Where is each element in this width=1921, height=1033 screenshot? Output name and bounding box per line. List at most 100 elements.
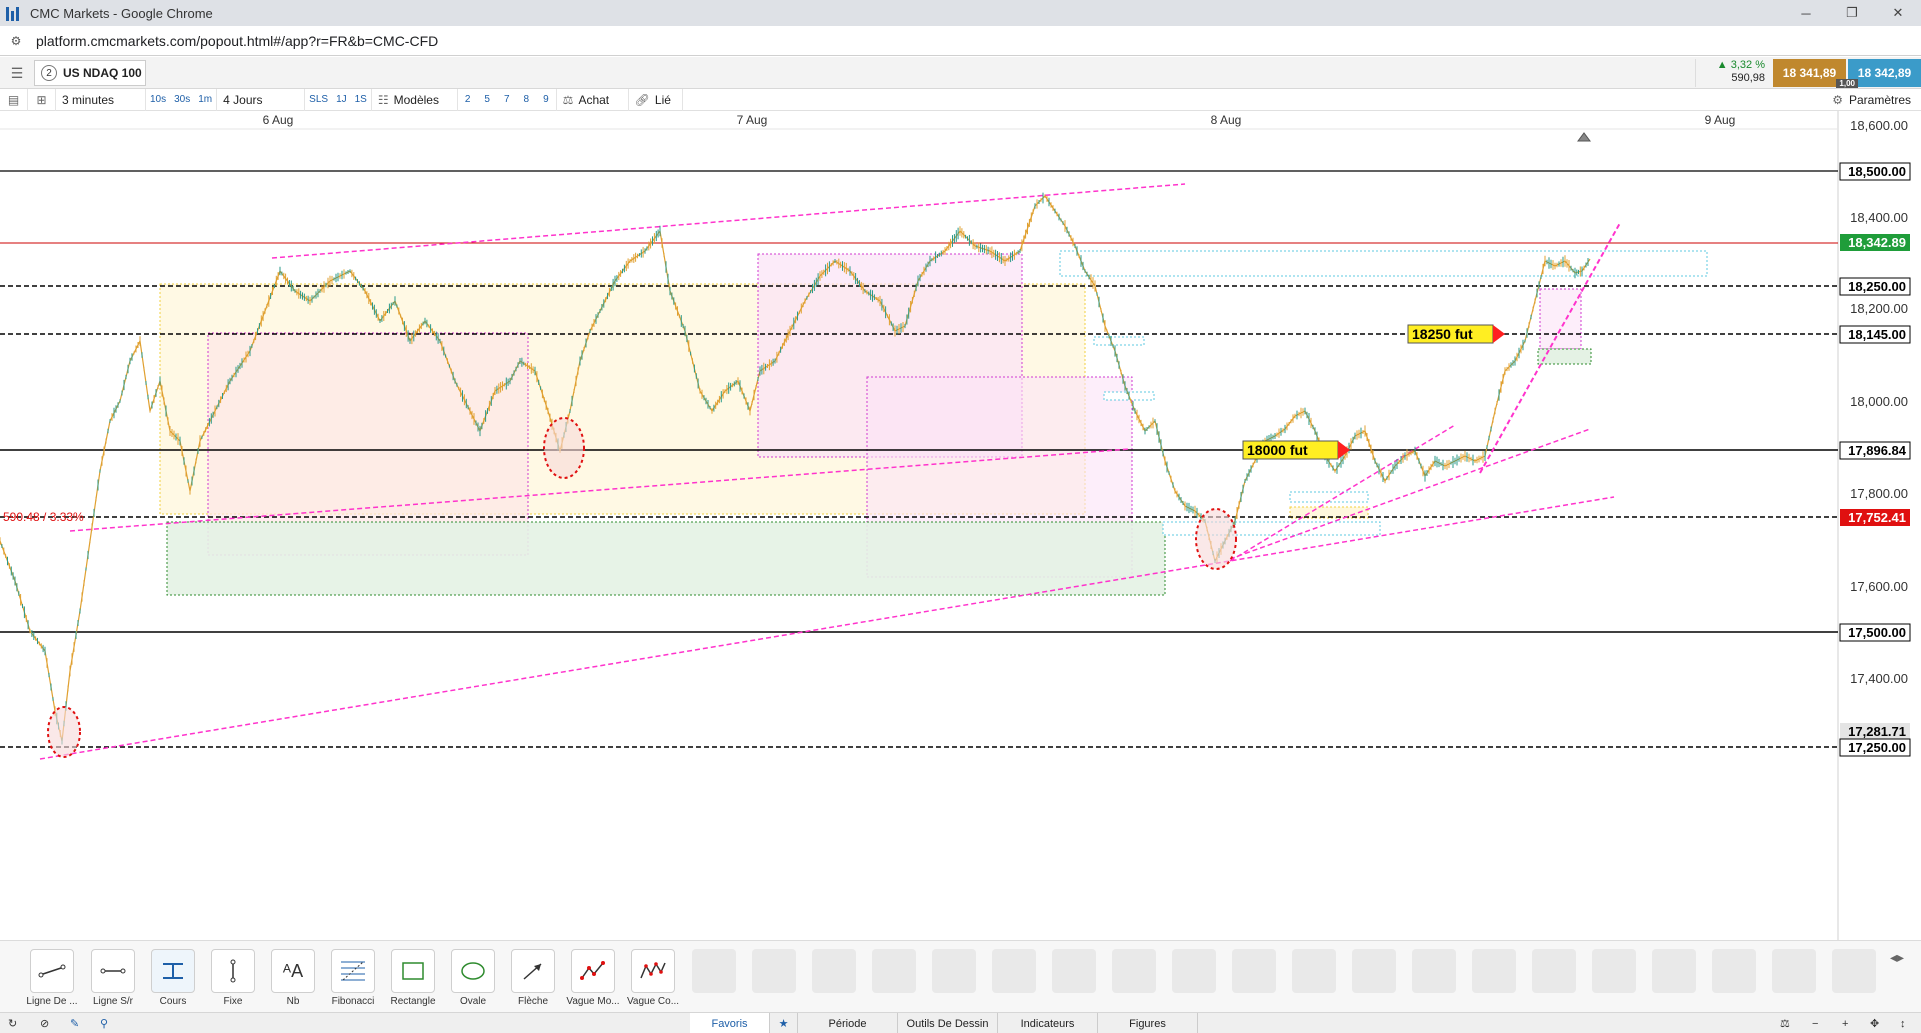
template-2[interactable]: 2 [464,94,471,105]
trendline-3[interactable] [39,496,1615,760]
empty-tool-slot[interactable] [1112,949,1156,993]
period-1s[interactable]: 1S [351,88,372,111]
zone-yellow-small[interactable] [1289,506,1369,519]
interval-select[interactable]: 3 minutes [56,88,146,111]
trendline-5[interactable] [1229,424,1456,562]
empty-tool-slot[interactable] [1352,949,1396,993]
tool-fixed[interactable]: Fixe [205,949,261,1011]
empty-tool-slot[interactable] [1652,949,1696,993]
zone-green-support[interactable] [166,521,1166,596]
tool-price[interactable]: Cours [145,949,201,1011]
sell-button[interactable]: 18 341,89 1,00 [1773,59,1858,88]
instrument-tab[interactable]: 2 US NDAQ 100 [34,60,146,86]
empty-tool-slot[interactable] [1832,949,1876,993]
tab-favorites[interactable]: Favoris [690,1013,770,1033]
tab-drawing-tools[interactable]: Outils De Dessin [898,1013,998,1033]
tool-scroll-icon[interactable]: ◂▸ [1890,949,1905,965]
empty-tool-slot[interactable] [992,949,1036,993]
scroll-marker-icon[interactable] [1577,132,1591,142]
empty-tool-slot[interactable] [1472,949,1516,993]
period-1j[interactable]: 1J [336,94,347,105]
template-8[interactable]: 8 [523,94,530,105]
layout-icon[interactable]: ⊞ [28,88,56,111]
empty-tool-slot[interactable] [692,949,736,993]
tab-period[interactable]: Période [798,1013,898,1033]
templates-button[interactable]: ☷ Modèles [372,88,458,111]
vertical-scale-icon[interactable]: ↕ [1900,1017,1906,1030]
tool-rectangle[interactable]: Rectangle [385,949,441,1011]
interval-10s[interactable]: 10s [150,94,167,105]
tool-sr-line[interactable]: Ligne S/r [85,949,141,1011]
empty-tool-slot[interactable] [1532,949,1576,993]
url-text[interactable]: platform.cmcmarkets.com/popout.html#/app… [36,32,439,49]
empty-tool-slot[interactable] [752,949,796,993]
fit-icon[interactable]: ✥ [1870,1018,1880,1030]
scales-icon[interactable]: ⚖ [1780,1018,1790,1030]
menu-icon[interactable]: ☰ [10,64,24,81]
link-button[interactable]: 🔗︎ Lié [629,88,683,111]
magnet-icon[interactable]: ⚲ [100,1018,109,1030]
empty-tool-slot[interactable] [1412,949,1456,993]
empty-tool-slot[interactable] [872,949,916,993]
list-icon[interactable]: ▤ [0,88,28,111]
settings-button[interactable]: ⚙ Paramètres [1832,89,1911,111]
disable-icon[interactable]: ⊘ [40,1018,50,1030]
empty-tool-slot[interactable] [1292,949,1336,993]
zone-cyan-small-4[interactable] [1289,491,1369,503]
empty-tool-slot[interactable] [812,949,856,993]
price-series[interactable] [0,192,1591,745]
trendline-2[interactable] [271,183,1186,259]
highlight-ellipse-2[interactable] [543,417,585,479]
tab-figures[interactable]: Figures [1098,1013,1198,1033]
refresh-icon[interactable]: ↻ [8,1018,18,1030]
tool-corrective-wave[interactable]: Vague Co... [625,949,681,1011]
tool-fibonacci[interactable]: Fibonacci [325,949,381,1011]
level-label-17752: 17,752.41 [1848,510,1906,525]
minimize-icon[interactable]: ─ [1801,5,1811,21]
empty-tool-slot[interactable] [1712,949,1756,993]
empty-tool-slot[interactable] [1592,949,1636,993]
zone-pink-left[interactable] [207,332,529,556]
empty-tool-slot[interactable] [1052,949,1096,993]
zoom-out-icon[interactable]: − [1812,1017,1819,1030]
highlight-ellipse-1[interactable] [47,706,81,758]
tool-oval[interactable]: Ovale [445,949,501,1011]
zone-green-right[interactable] [1537,348,1592,365]
zoom-in-icon[interactable]: + [1842,1017,1849,1030]
zone-pink-right[interactable] [1539,288,1582,350]
template-5[interactable]: 5 [484,94,490,105]
change-percent: ▲ 3,32 % [1716,59,1765,71]
star-icon[interactable]: ★ [770,1013,798,1033]
restore-icon[interactable]: ❐ [1846,5,1858,20]
trendline-1[interactable] [69,448,1131,532]
interval-30s[interactable]: 30s [174,94,191,105]
buy-button[interactable]: 18 342,89 [1848,59,1921,87]
zone-cyan-top[interactable] [1059,250,1708,277]
price-chart[interactable]: 6 Aug 7 Aug 8 Aug 9 Aug [0,111,1921,940]
buy-order-button[interactable]: ⚖ Achat [557,88,629,111]
template-9[interactable]: 9 [536,88,557,111]
chart-canvas[interactable]: 6 Aug 7 Aug 8 Aug 9 Aug [0,111,1921,940]
zone-cyan-small-1[interactable] [1093,336,1145,346]
empty-tool-slot[interactable] [932,949,976,993]
callout-18250[interactable]: 18250 fut [1407,324,1505,344]
period-select[interactable]: 4 Jours [217,88,306,111]
empty-tool-slot[interactable] [1772,949,1816,993]
interval-1m[interactable]: 1m [194,88,218,111]
tab-indicators[interactable]: Indicateurs [998,1013,1098,1033]
site-settings-icon[interactable]: ⚙ [10,33,22,48]
tool-trend-line[interactable]: Ligne De ... [24,949,80,1011]
period-sls[interactable]: SLS [309,94,329,105]
tool-arrow[interactable]: Flèche [505,949,561,1011]
template-7[interactable]: 7 [503,94,510,105]
highlight-ellipse-3[interactable] [1195,508,1237,570]
tool-label: Ligne S/r [92,996,134,1007]
tool-motive-wave[interactable]: Vague Mo... [565,949,621,1011]
tool-text[interactable]: ᴬA Nb [265,949,321,1011]
price-tick-18200: 18,200.00 [1850,301,1908,316]
pencil-icon[interactable]: ✎ [70,1018,80,1030]
close-icon[interactable]: ✕ [1892,5,1904,20]
empty-tool-slot[interactable] [1232,949,1276,993]
callout-18000[interactable]: 18000 fut [1242,440,1350,460]
empty-tool-slot[interactable] [1172,949,1216,993]
